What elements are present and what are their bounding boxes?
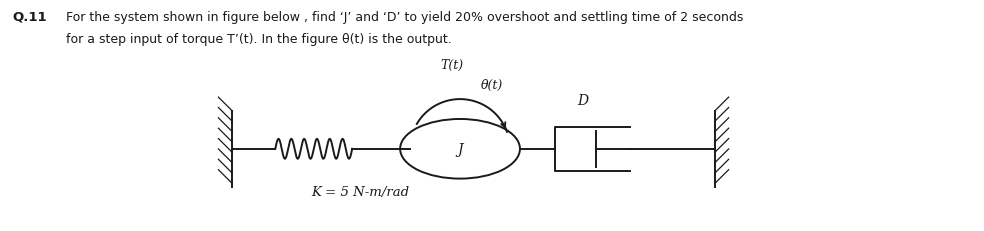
- Text: For the system shown in figure below , find ‘J’ and ‘D’ to yield 20% overshoot a: For the system shown in figure below , f…: [66, 11, 743, 24]
- Text: K = 5 N-m/rad: K = 5 N-m/rad: [311, 186, 409, 199]
- Text: for a step input of torque T’(t). In the figure θ(t) is the output.: for a step input of torque T’(t). In the…: [66, 32, 452, 45]
- Text: D: D: [577, 94, 587, 108]
- Text: T(t): T(t): [441, 59, 463, 72]
- Text: Q.11: Q.11: [13, 11, 47, 24]
- Text: J: J: [458, 142, 462, 156]
- Text: θ(t): θ(t): [481, 79, 503, 92]
